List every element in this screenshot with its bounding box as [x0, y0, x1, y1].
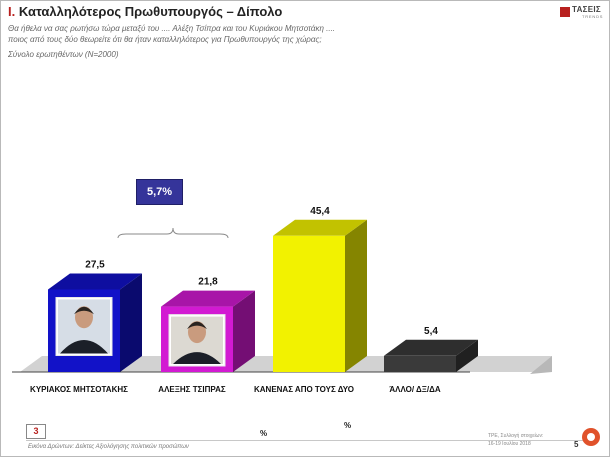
base-note: Σύνολο ερωτηθέντων (Ν=2000): [8, 50, 119, 59]
unit-label-1: %: [260, 429, 268, 438]
portrait-face: [75, 306, 93, 329]
bar-2: [273, 235, 345, 372]
logo-sub: TRENDS: [582, 14, 604, 19]
bar-top: [273, 219, 367, 236]
portrait-face: [188, 321, 206, 344]
question-line-2: ποιος από τους δύο θεωρείτε ότι θα ήταν …: [8, 35, 322, 44]
bar-top: [48, 273, 142, 290]
value-label-0: 27,5: [85, 260, 105, 271]
bar-side: [345, 219, 367, 372]
bar-side: [456, 339, 478, 372]
portrait-suit: [60, 340, 108, 354]
portrait-hair: [74, 306, 94, 315]
category-label-3: ΆΛΛΟ/ ΔΞ/ΔΑ: [389, 385, 440, 394]
portrait-hair: [187, 321, 207, 330]
difference-badge: 5,7%: [136, 179, 183, 205]
category-label-1: ΑΛΕΞΗΣ ΤΣΙΠΡΑΣ: [158, 385, 226, 394]
page-title: Ι. Καταλληλότερος Πρωθυπουργός – Δίπολο: [8, 4, 282, 19]
chart-floor-edge: [530, 356, 552, 374]
bar-top: [384, 339, 478, 356]
value-label-1: 21,8: [198, 277, 218, 288]
difference-bracket: [117, 227, 229, 239]
bar-side: [233, 290, 255, 372]
portrait-suit: [173, 352, 221, 364]
corner-logo-icon: [582, 428, 600, 446]
source-note: Εικόνα Δρώντων: Δείκτες Αξιολόγησης πολι…: [28, 444, 189, 450]
section-number: Ι.: [8, 4, 16, 19]
value-label-3: 5,4: [424, 326, 438, 337]
brand-logo: ΤΑΣΕΙΣ TRENDS: [560, 4, 606, 20]
value-label-2: 45,4: [310, 206, 330, 217]
title-text: Καταλληλότερος Πρωθυπουργός – Δίπολο: [18, 4, 283, 19]
meta-line-1: ΤΡΕ, Συλλογή στοιχείων:: [488, 433, 544, 439]
footer-divider: [26, 440, 586, 441]
bar-3: [384, 355, 456, 372]
bar-side: [120, 273, 142, 372]
unit-label-2: %: [344, 421, 352, 430]
page-number: 5: [574, 440, 579, 449]
page-box: 3: [26, 424, 46, 439]
logo-mark-icon: [560, 7, 570, 17]
logo-name: ΤΑΣΕΙΣ: [572, 5, 602, 14]
question-line-1: Θα ήθελα να σας ρωτήσω τώρα μεταξύ του .…: [8, 24, 336, 33]
bar-top: [161, 290, 255, 307]
meta-line-2: 16-19 Ιουλίου 2018: [488, 441, 531, 447]
category-label-2: ΚΑΝΕΝΑΣ ΑΠΟ ΤΟΥΣ ΔΥΟ: [254, 385, 354, 394]
category-label-0: ΚΥΡΙΑΚΟΣ ΜΗΤΣΟΤΑΚΗΣ: [30, 385, 128, 394]
